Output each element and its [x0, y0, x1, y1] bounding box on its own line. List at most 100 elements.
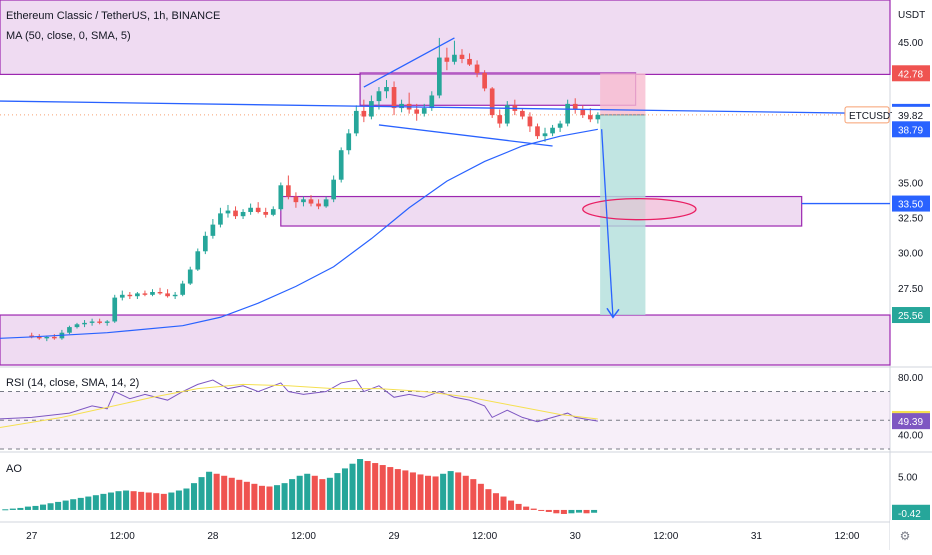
candle-body — [301, 199, 306, 203]
candle-body — [135, 293, 140, 297]
candle-body — [527, 116, 533, 127]
candle — [210, 219, 216, 239]
candle-body — [104, 321, 110, 323]
candle — [127, 292, 133, 300]
ao-bar — [85, 496, 92, 510]
candle — [504, 101, 510, 127]
candle-body — [436, 57, 442, 96]
candle — [399, 99, 404, 113]
stop-loss-zone[interactable] — [600, 73, 646, 115]
ao-bar — [47, 503, 54, 510]
candle — [346, 129, 352, 155]
resistance-zone-top[interactable] — [0, 0, 891, 76]
triangle-lower-line[interactable] — [378, 124, 553, 147]
candle — [240, 209, 246, 219]
time-tick-label: 12:00 — [834, 531, 859, 542]
candle-body — [535, 126, 540, 137]
candle-body — [346, 133, 352, 151]
candle — [52, 334, 57, 340]
candle — [353, 105, 359, 137]
ao-bar — [402, 470, 409, 510]
price-tick-label: 30.00 — [898, 249, 923, 260]
ao-tick-label: 5.00 — [898, 472, 918, 483]
ao-bar — [251, 483, 258, 510]
ao-bar — [107, 492, 114, 510]
candle-body — [248, 207, 253, 212]
candle-body — [180, 283, 186, 295]
candle-body — [278, 185, 284, 210]
highlight-ellipse[interactable] — [582, 197, 697, 221]
price-label-box — [892, 307, 930, 324]
candle — [376, 87, 382, 110]
time-tick-label: 12:00 — [291, 531, 316, 542]
rsi-tick-label: 80.00 — [898, 373, 923, 384]
candle — [104, 320, 110, 326]
candle-body — [187, 269, 193, 284]
ao-bar — [485, 489, 492, 510]
candle-body — [459, 54, 465, 59]
price-label-box — [892, 65, 930, 82]
ao-bar — [319, 479, 326, 510]
horizontal-trendline[interactable] — [0, 100, 891, 115]
candle — [384, 80, 389, 99]
candle-body — [165, 293, 170, 297]
candle-body — [240, 211, 246, 217]
candle-body — [112, 297, 118, 322]
price-label: 33.50 — [898, 200, 923, 211]
candle — [157, 287, 163, 295]
candle — [535, 123, 540, 139]
ao-bar — [138, 491, 145, 510]
candle — [459, 49, 465, 64]
candle — [74, 322, 80, 329]
candle — [331, 175, 336, 203]
support-zone-bottom[interactable] — [0, 314, 891, 366]
candle — [293, 192, 299, 208]
candle — [572, 98, 578, 114]
ao-bar — [296, 475, 303, 510]
candle — [436, 37, 442, 99]
ao-value-box — [892, 504, 930, 521]
candle — [421, 103, 427, 117]
ao-bar — [500, 496, 507, 510]
ao-bar — [221, 475, 228, 510]
zones-layer[interactable] — [0, 0, 891, 366]
ao-bar — [145, 492, 152, 510]
candle — [97, 318, 102, 325]
ao-bar — [9, 508, 16, 510]
candle-body — [195, 251, 201, 270]
candle-body — [74, 324, 80, 328]
ma-50-line — [0, 128, 598, 339]
ao-bar — [236, 479, 243, 510]
ao-bar — [560, 509, 567, 514]
drawings-layer[interactable] — [0, 37, 891, 339]
settings-gear-icon[interactable]: ⚙ — [900, 529, 911, 543]
ao-bar — [372, 463, 379, 510]
candle — [172, 292, 178, 300]
ao-bar — [583, 509, 590, 514]
candle — [497, 109, 503, 128]
ao-bar — [523, 506, 530, 510]
candle — [361, 99, 367, 123]
ao-bar — [281, 483, 288, 510]
ao-bar — [387, 467, 394, 510]
ao-bar — [432, 476, 439, 510]
time-tick-label: 29 — [388, 531, 400, 542]
consolidation-box[interactable] — [359, 72, 637, 106]
candle-body — [67, 327, 72, 333]
candle-body — [338, 150, 344, 180]
candle — [233, 206, 238, 219]
ao-bar — [311, 475, 318, 510]
candle-body — [316, 203, 321, 207]
candle — [286, 175, 291, 200]
candle — [489, 87, 495, 118]
candle-body — [565, 103, 571, 124]
candle — [369, 95, 374, 120]
support-box-mid[interactable] — [280, 195, 803, 227]
price-label: 42.78 — [898, 69, 923, 80]
triangle-upper-line[interactable] — [363, 37, 455, 88]
candle-body — [218, 213, 223, 225]
candle — [165, 289, 170, 298]
target-arrow-line[interactable] — [600, 129, 614, 318]
candle — [187, 266, 193, 285]
